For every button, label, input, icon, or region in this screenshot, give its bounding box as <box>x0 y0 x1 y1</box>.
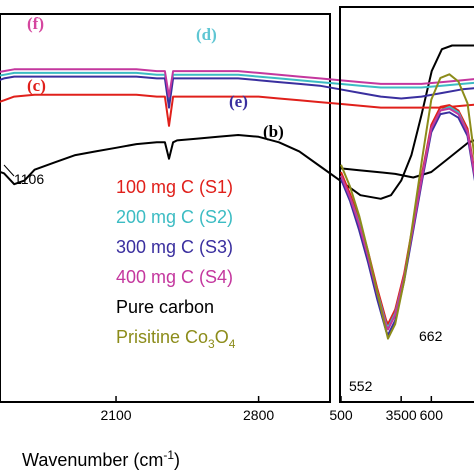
left-panel: 1400210028003500 1106 (d) (f) (c) (e) (b… <box>0 13 474 423</box>
legend-entry-s1: 100 mg C (S1) <box>116 177 233 197</box>
annotation-552: 552 <box>349 378 373 394</box>
right-series-400-mg-c-s4 <box>340 107 474 331</box>
left-series-100-mg-c-s1 <box>0 93 474 127</box>
right-series-pure-carbon <box>340 139 474 179</box>
left-x-tick-label-2800: 2800 <box>243 407 274 423</box>
legend-pristine-sub2: 4 <box>229 337 236 351</box>
right-series-100-mg-c-s1 <box>340 104 474 326</box>
x-axis-label-sup: -1 <box>163 448 174 462</box>
legend-entry-pristine: Prisitine Co3O4 <box>116 327 236 351</box>
annotation-1106-leader <box>3 164 15 177</box>
curve-label-c: (c) <box>27 76 46 95</box>
right-series-300-mg-c-s3 <box>340 111 474 336</box>
curve-label-b: (b) <box>263 122 284 141</box>
right-series-prisitine-co3o4 <box>340 73 474 340</box>
legend-entry-s4: 400 mg C (S4) <box>116 267 233 287</box>
left-x-tick-label-2100: 2100 <box>100 407 131 423</box>
curve-label-f: (f) <box>27 14 44 33</box>
x-axis-label-main: Wavenumber (cm <box>22 450 163 470</box>
annotation-662: 662 <box>419 328 443 344</box>
legend-entry-pure-carbon: Pure carbon <box>116 297 214 317</box>
right-panel: 500600700 552 662 <box>329 6 474 423</box>
legend-entry-s3: 300 mg C (S3) <box>116 237 233 257</box>
legend: 100 mg C (S1) 200 mg C (S2) 300 mg C (S3… <box>116 177 236 351</box>
right-plot-frame <box>339 6 474 403</box>
legend-pristine-sub1: 3 <box>208 337 215 351</box>
left-x-ticks: 1400210028003500 <box>100 396 417 423</box>
curve-label-d: (d) <box>196 25 217 44</box>
annotation-1106: 1106 <box>14 171 44 187</box>
x-axis-label-close: ) <box>174 450 180 470</box>
legend-pristine-main: Prisitine Co <box>116 327 208 347</box>
left-x-tick-label-3500: 3500 <box>386 407 417 423</box>
left-series-300-mg-c-s3 <box>0 75 474 109</box>
right-series-200-mg-c-s2 <box>340 105 474 329</box>
right-x-tick-label-600: 600 <box>420 407 444 423</box>
x-axis-label: Wavenumber (cm-1) <box>22 448 180 470</box>
legend-entry-s2: 200 mg C (S2) <box>116 207 233 227</box>
curve-label-e: (e) <box>229 92 248 111</box>
right-x-ticks: 500600700 <box>329 396 444 423</box>
right-x-tick-label-500: 500 <box>329 407 353 423</box>
left-plot-frame <box>0 13 331 403</box>
left-series-pure-carbon <box>0 44 474 200</box>
left-series-group <box>0 44 474 200</box>
right-series-group <box>340 73 474 340</box>
legend-pristine-mid: O <box>215 327 229 347</box>
left-series-400-mg-c-s4 <box>0 68 474 98</box>
